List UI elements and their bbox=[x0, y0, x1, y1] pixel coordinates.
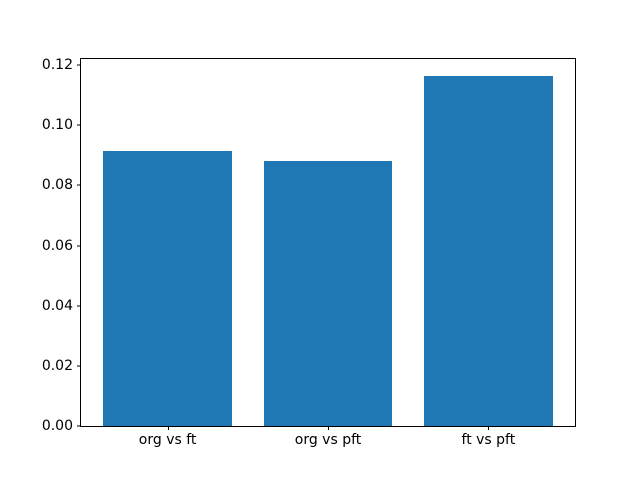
x-tick-label-ft-vs-pft: ft vs pft bbox=[461, 432, 516, 448]
y-tick-0.02 bbox=[77, 365, 81, 367]
y-tick-label-0.06: 0.06 bbox=[41, 237, 73, 254]
y-tick-0.04 bbox=[77, 305, 81, 307]
x-tick-org-vs-ft bbox=[167, 426, 169, 430]
y-tick-label-0.08: 0.08 bbox=[41, 177, 73, 194]
x-tick-label-org-vs-ft: org vs ft bbox=[138, 432, 197, 448]
y-tick-label-0.10: 0.10 bbox=[41, 117, 73, 134]
plot-area: org vs ft org vs pft ft vs pft 0.00 0.02 0.04… bbox=[42, 58, 576, 447]
y-tick-label-0.04: 0.04 bbox=[41, 297, 73, 314]
y-tick-0.06 bbox=[77, 245, 81, 247]
y-tick-label-0.02: 0.02 bbox=[41, 357, 73, 374]
y-tick-0.08 bbox=[77, 184, 81, 186]
bar-ft-vs-pft bbox=[424, 76, 553, 426]
y-tick-label-0.12: 0.12 bbox=[41, 57, 73, 74]
x-tick-ft-vs-pft bbox=[488, 426, 490, 430]
y-tick-0.00 bbox=[77, 425, 81, 427]
x-tick-org-vs-pft bbox=[328, 426, 329, 430]
y-tick-label-0.00: 0.00 bbox=[41, 418, 73, 434]
bar-org-vs-ft bbox=[103, 150, 232, 426]
y-tick-0.10 bbox=[77, 124, 81, 126]
x-tick-label-org-vs-pft: org vs pft bbox=[294, 432, 362, 448]
y-tick-0.12 bbox=[77, 64, 81, 66]
bar-org-vs-pft bbox=[263, 161, 393, 426]
